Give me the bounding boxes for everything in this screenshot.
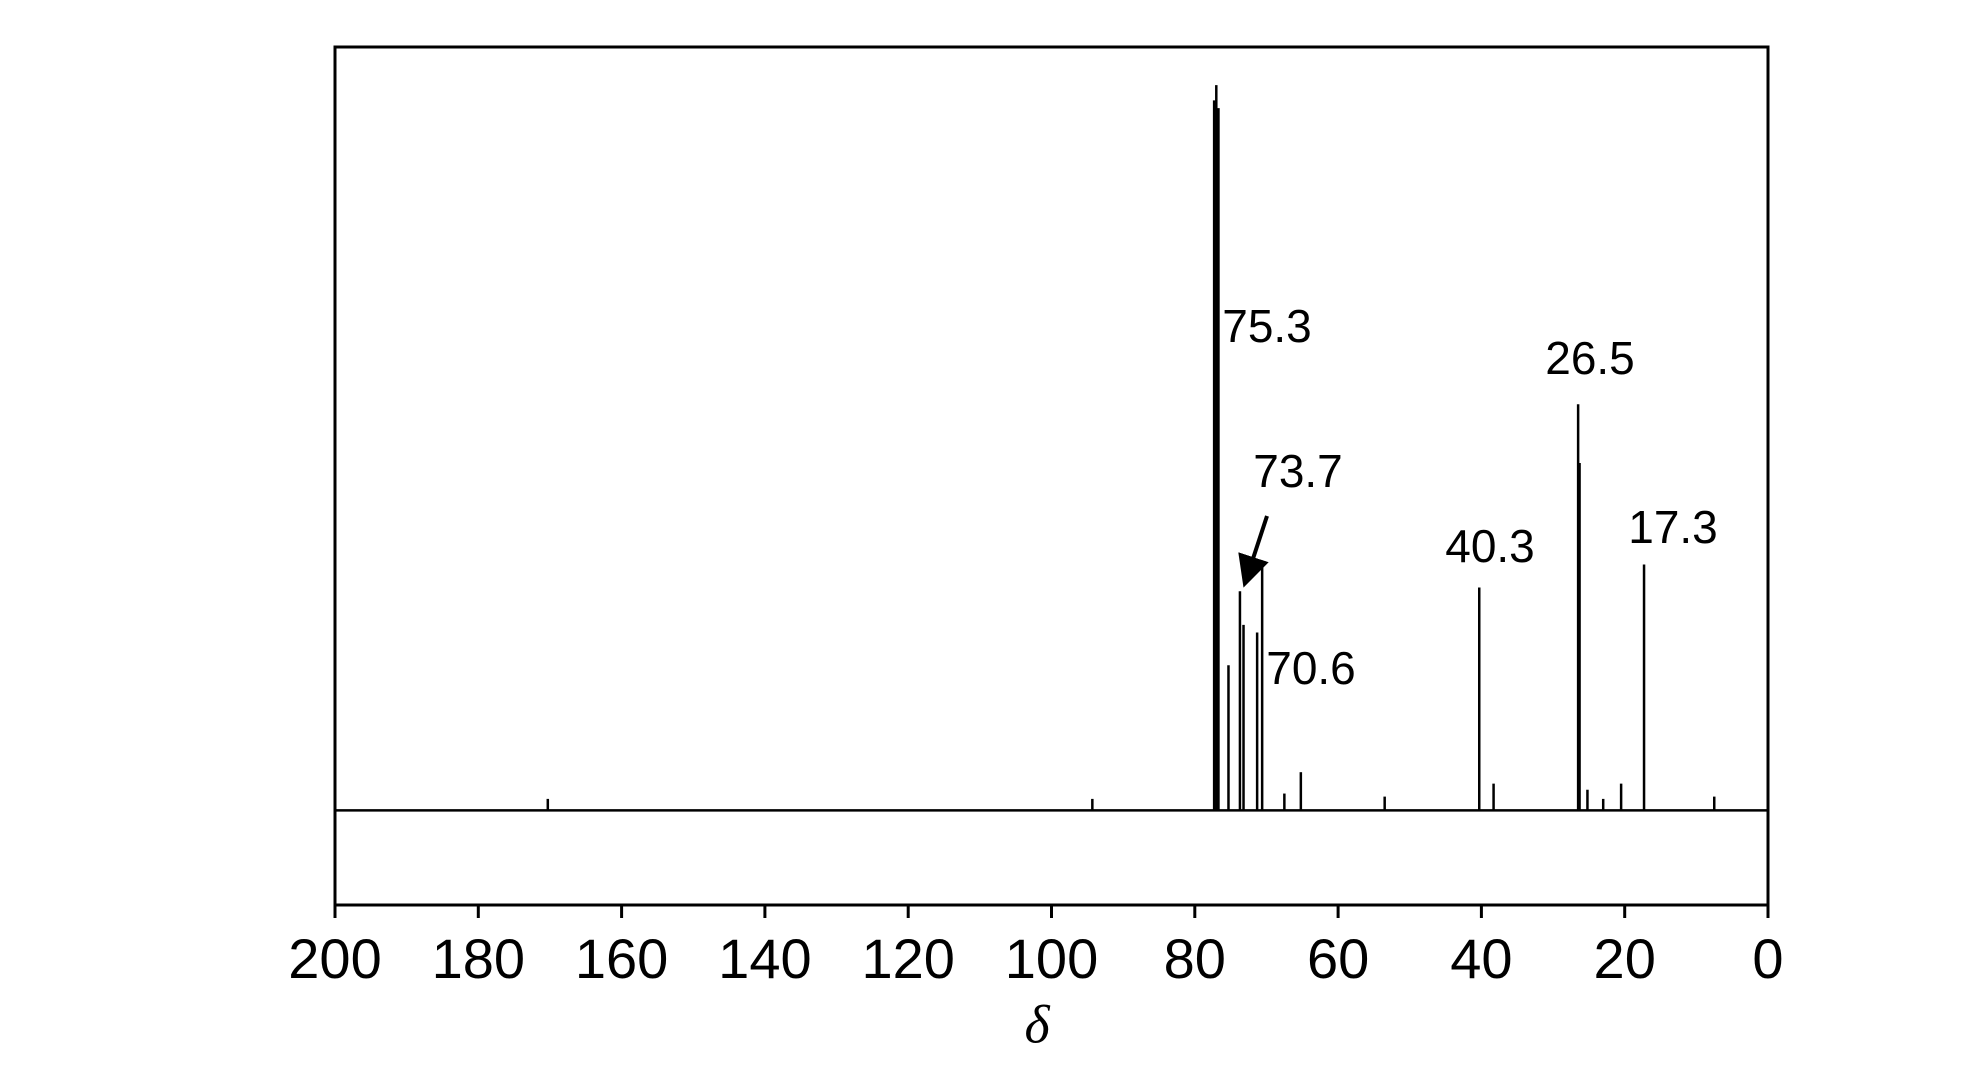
plot-frame [333,45,1770,907]
x-tick-label: 60 [1307,927,1369,990]
peak-annotation: 73.7 [1253,445,1343,497]
peak-annotation: 40.3 [1445,520,1535,572]
x-axis-title: δ [1024,994,1050,1054]
x-tick-label: 200 [288,927,381,990]
x-tick-label: 20 [1594,927,1656,990]
peak-annotation: 17.3 [1628,501,1718,553]
x-tick-label: 160 [575,927,668,990]
peak-annotation: 26.5 [1545,332,1635,384]
x-tick-label: 0 [1752,927,1783,990]
peak-annotation: 75.3 [1222,300,1312,352]
x-tick-label: 140 [718,927,811,990]
x-tick-label: 80 [1164,927,1226,990]
x-tick-label: 100 [1005,927,1098,990]
annotation-arrow [1238,515,1269,588]
x-tick-label: 120 [861,927,954,990]
peak-annotation: 70.6 [1266,642,1356,694]
x-tick-label: 180 [432,927,525,990]
x-tick-label: 40 [1450,927,1512,990]
